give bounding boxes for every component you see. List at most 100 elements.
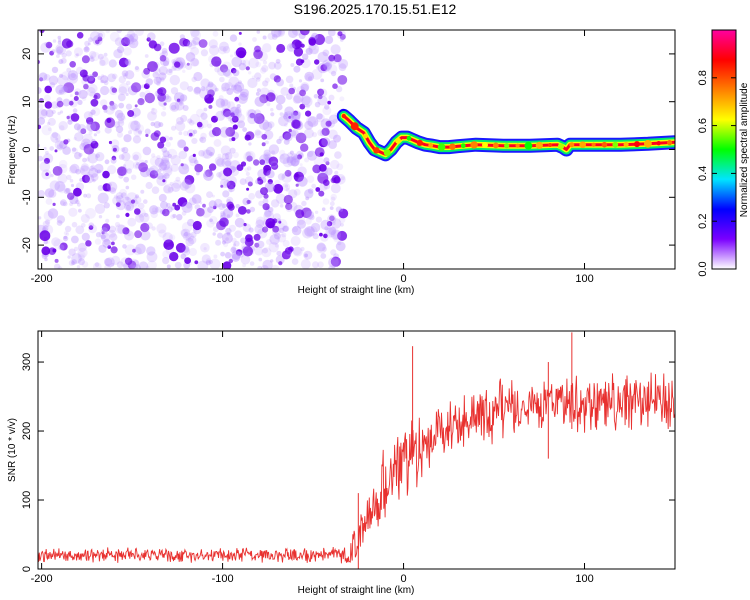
noise-blob [255,77,261,82]
noise-blob [318,190,325,197]
noise-blob [291,119,301,129]
ridge-point [524,141,533,150]
noise-blob [77,242,87,252]
noise-blob [221,61,232,72]
noise-blob [66,67,72,73]
noise-blob [60,199,67,207]
noise-blob [331,58,337,65]
noise-blob [162,106,166,111]
noise-blob [51,101,59,109]
noise-blob [282,157,294,168]
noise-blob [93,94,98,100]
spectrogram-x-label: Height of straight line (km) [298,285,415,296]
noise-blob [217,153,222,158]
noise-blob [92,178,96,183]
noise-blob [78,258,85,266]
noise-blob [118,117,125,124]
noise-blob [227,101,235,110]
noise-blob [290,112,301,123]
noise-blob [330,70,337,77]
noise-blob [284,184,289,188]
noise-blob [80,168,85,174]
noise-blob [71,221,78,228]
noise-blob [144,160,148,164]
noise-blob [132,154,139,161]
noise-blob [299,103,306,110]
ridge-point [363,133,368,139]
noise-blob [170,214,176,220]
noise-blob [118,102,125,109]
noise-blob [221,82,231,92]
noise-blob [43,146,47,151]
noise-blob [39,161,51,172]
noise-blob [231,56,242,68]
noise-blob [198,39,208,48]
noise-blob [288,87,296,95]
noise-blob [278,115,289,127]
noise-blob [117,166,127,176]
noise-blob [215,110,226,121]
noise-blob [108,59,117,68]
noise-blob [117,131,123,138]
noise-blob [194,86,201,94]
noise-blob [74,53,79,58]
noise-blob [320,253,327,259]
noise-blob [181,179,192,189]
noise-blob [62,98,71,107]
noise-blob [104,126,112,134]
noise-blob [147,61,158,72]
noise-blob [71,259,77,265]
noise-blob [110,262,115,267]
noise-blob [38,117,46,125]
noise-blob [305,104,310,109]
ridge-point [504,143,510,149]
noise-blob [322,49,330,57]
spectrogram-x-ticks: -200 -100 0 100 [31,30,594,285]
noise-blob [60,200,65,206]
noise-blob [88,130,93,135]
noise-blob [262,203,270,211]
noise-blob [56,144,63,151]
noise-blob [305,47,313,55]
noise-blob [219,217,229,227]
noise-blob [154,172,159,177]
noise-blob [225,126,236,137]
noise-blob [146,246,156,256]
figure-title: S196.2025.170.15.51.E12 [294,1,457,17]
noise-blob [248,192,256,200]
noise-blob [58,38,62,42]
noise-blob [89,50,97,59]
noise-blob [133,196,142,205]
noise-blob [72,108,78,113]
noise-blob [180,62,187,69]
colorbar-tick-label: 0.6 [697,118,709,133]
noise-blob [123,72,127,77]
noise-blob [166,264,171,269]
noise-blob [178,139,186,148]
noise-blob [252,37,257,42]
noise-blob [328,54,336,62]
noise-blob [306,225,318,237]
noise-blob [135,194,139,199]
noise-blob [245,151,252,158]
noise-blob [281,232,287,238]
noise-blob [332,221,336,226]
noise-blob [162,150,170,158]
noise-blob [296,219,306,229]
noise-blob [118,154,125,160]
noise-blob [200,49,208,57]
noise-blob [169,74,180,86]
noise-blob [188,197,197,206]
noise-blob [289,44,294,49]
noise-blob [283,138,290,145]
noise-blob [285,202,293,211]
noise-blob [167,153,172,159]
noise-blob [292,246,302,256]
noise-blob [224,81,234,91]
noise-blob [69,178,74,183]
noise-blob [196,121,203,128]
noise-blob [253,109,262,117]
noise-blob [38,98,44,103]
noise-blob [262,60,268,65]
noise-blob [45,172,49,176]
